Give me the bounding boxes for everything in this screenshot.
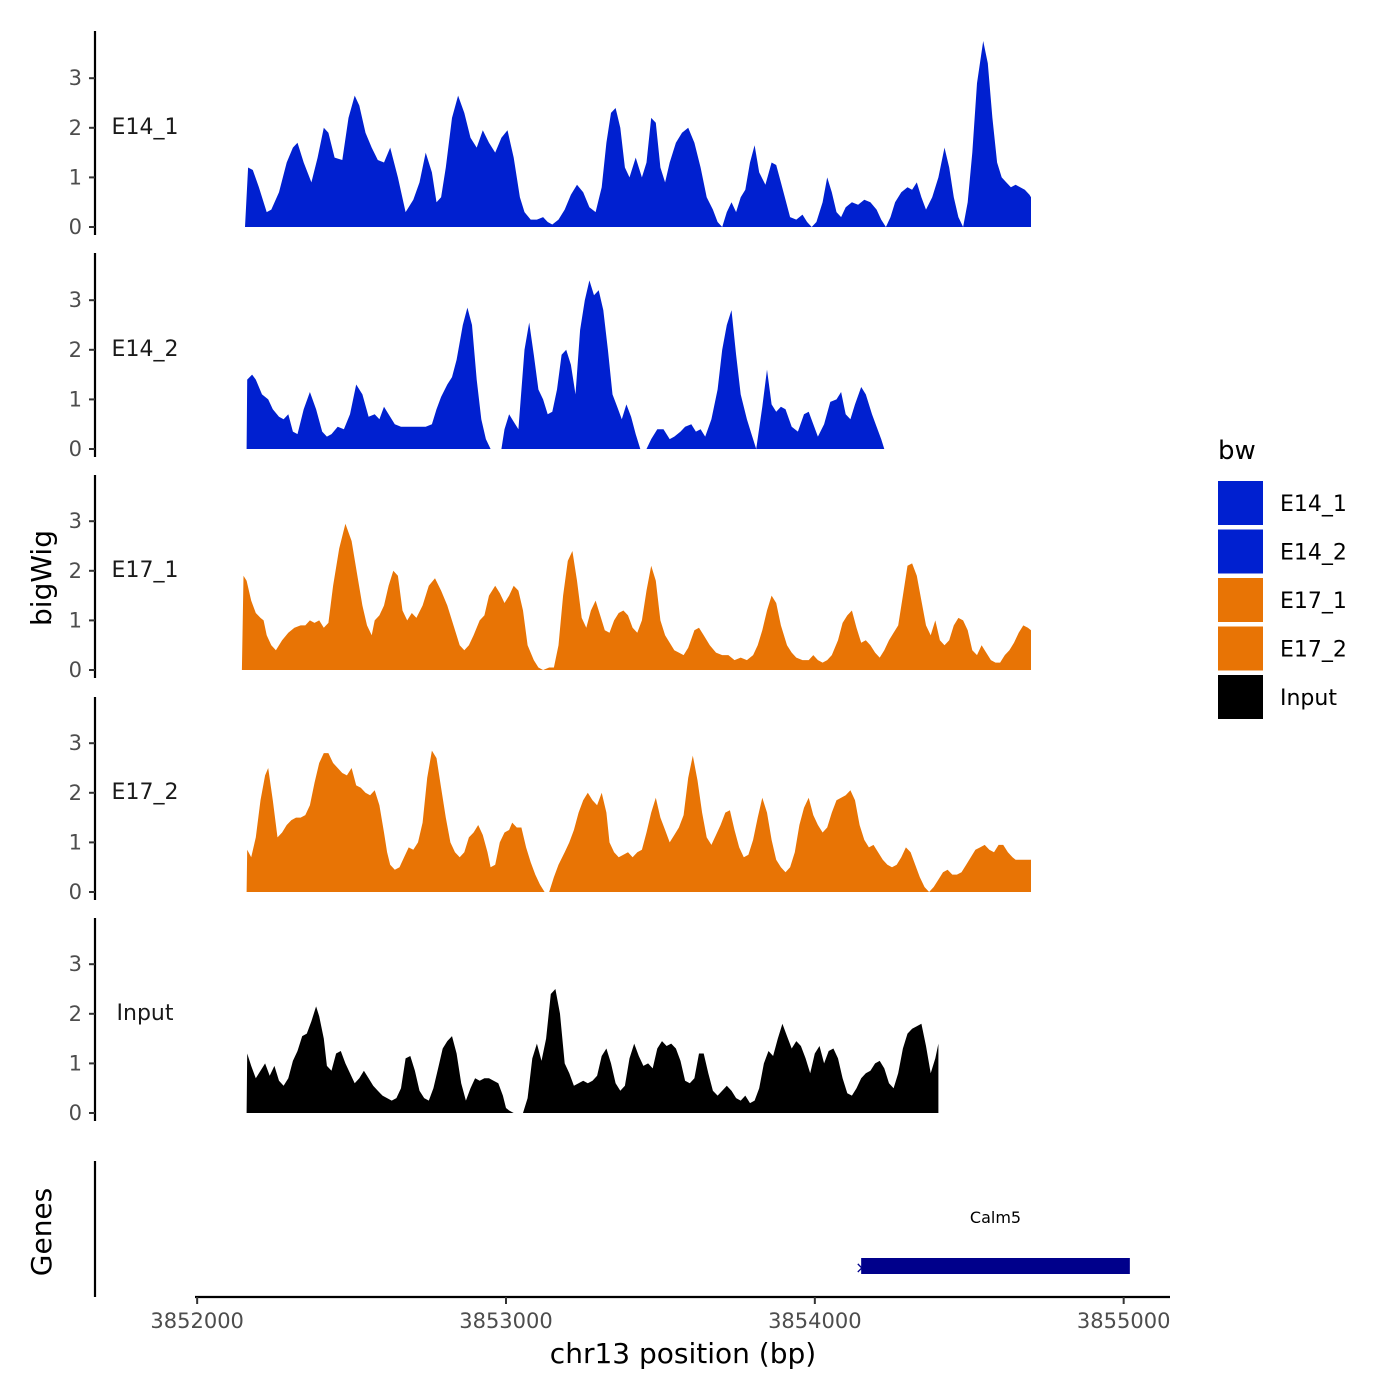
track-E14_1: 0 1 2 3 E14_1 (69, 31, 1031, 239)
track-label-E14_2: E14_2 (112, 337, 179, 362)
legend-label-E17_1: E17_1 (1280, 589, 1347, 614)
x-tick-label: 3855000 (1077, 1309, 1171, 1333)
y-tick-label: 2 (69, 338, 82, 362)
legend-label-Input: Input (1280, 686, 1337, 711)
gene-label-Calm5: Calm5 (970, 1208, 1021, 1227)
x-tick-label: 3854000 (768, 1309, 862, 1333)
track-Input: 0 1 2 3 Input (69, 918, 939, 1125)
gene-panel: × Calm5 (93, 1161, 1130, 1297)
y-tick-label: 0 (69, 880, 82, 904)
y-tick-label: 3 (69, 288, 82, 312)
y-axis-title: bigWig (25, 530, 58, 626)
y-tick-label: 3 (69, 952, 82, 976)
track-label-E17_1: E17_1 (112, 558, 179, 583)
track-E14_2: 0 1 2 3 E14_2 (69, 253, 885, 461)
y-tick-label: 2 (69, 116, 82, 140)
legend: bw E14_1 E14_2 E17_1 E17_2 Input (1218, 436, 1347, 719)
gene-strand-marker: × (855, 1258, 868, 1277)
y-tick-label: 0 (69, 215, 82, 239)
legend-label-E14_2: E14_2 (1280, 541, 1347, 566)
legend-label-E14_1: E14_1 (1280, 492, 1347, 517)
x-tick-label: 3853000 (459, 1309, 553, 1333)
legend-swatch-E17_1 (1218, 578, 1263, 622)
area-E17_1 (241, 523, 1031, 670)
y-tick-label: 1 (69, 830, 82, 854)
track-label-Input: Input (117, 1001, 174, 1026)
y-tick-label: 3 (69, 509, 82, 533)
legend-title: bw (1218, 436, 1256, 466)
area-E14_2 (246, 280, 885, 449)
x-axis: 3852000 3853000 3854000 3855000 (150, 1295, 1171, 1333)
y-tick-label: 1 (69, 1051, 82, 1075)
area-Input (246, 989, 939, 1113)
area-E14_1 (245, 41, 1031, 227)
track-E17_2: 0 1 2 3 E17_2 (69, 697, 1032, 904)
track-label-E17_2: E17_2 (112, 780, 179, 805)
legend-swatch-E14_2 (1218, 529, 1263, 574)
legend-swatch-E14_1 (1218, 481, 1263, 525)
y-tick-label: 0 (69, 658, 82, 682)
gene-body-Calm5 (861, 1258, 1130, 1274)
legend-swatch-Input (1218, 675, 1263, 719)
y-tick-label: 1 (69, 608, 82, 632)
area-E17_2 (246, 750, 1032, 892)
genes-axis-title: Genes (25, 1188, 58, 1276)
legend-swatch-E17_2 (1218, 626, 1263, 671)
legend-label-E17_2: E17_2 (1280, 638, 1347, 663)
track-label-E14_1: E14_1 (112, 115, 179, 140)
track-E17_1: 0 1 2 3 E17_1 (69, 475, 1031, 682)
y-tick-label: 2 (69, 781, 82, 805)
y-tick-label: 0 (69, 437, 82, 461)
y-tick-label: 2 (69, 1002, 82, 1026)
y-tick-label: 0 (69, 1101, 82, 1125)
x-tick-label: 3852000 (150, 1309, 244, 1333)
track-panels: 0 1 2 3 E14_1 0 1 2 3 E14_2 0 1 2 3 E17_1 0 1 2 3 E17_2 0 1 2 3… (69, 31, 1032, 1125)
y-tick-label: 2 (69, 559, 82, 583)
y-tick-label: 3 (69, 731, 82, 755)
y-tick-label: 3 (69, 66, 82, 90)
y-tick-label: 1 (69, 387, 82, 411)
y-tick-label: 1 (69, 165, 82, 189)
x-axis-title: chr13 position (bp) (550, 1337, 816, 1370)
